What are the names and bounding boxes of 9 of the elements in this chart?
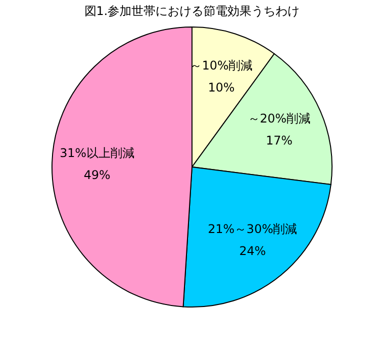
data-label: 49% [84,168,110,182]
slice-label: ～10%削減 [190,58,253,73]
chart-title: 図1.参加世帯における節電効果うちわけ [84,4,300,18]
slice-label: 31%以上削減 [60,146,134,160]
slice-label: 21%～30%削減 [208,222,298,236]
data-label: 17% [266,133,293,148]
data-label: 10% [208,80,235,95]
slice-label: ～20%削減 [248,111,311,126]
data-label: 24% [239,244,266,258]
